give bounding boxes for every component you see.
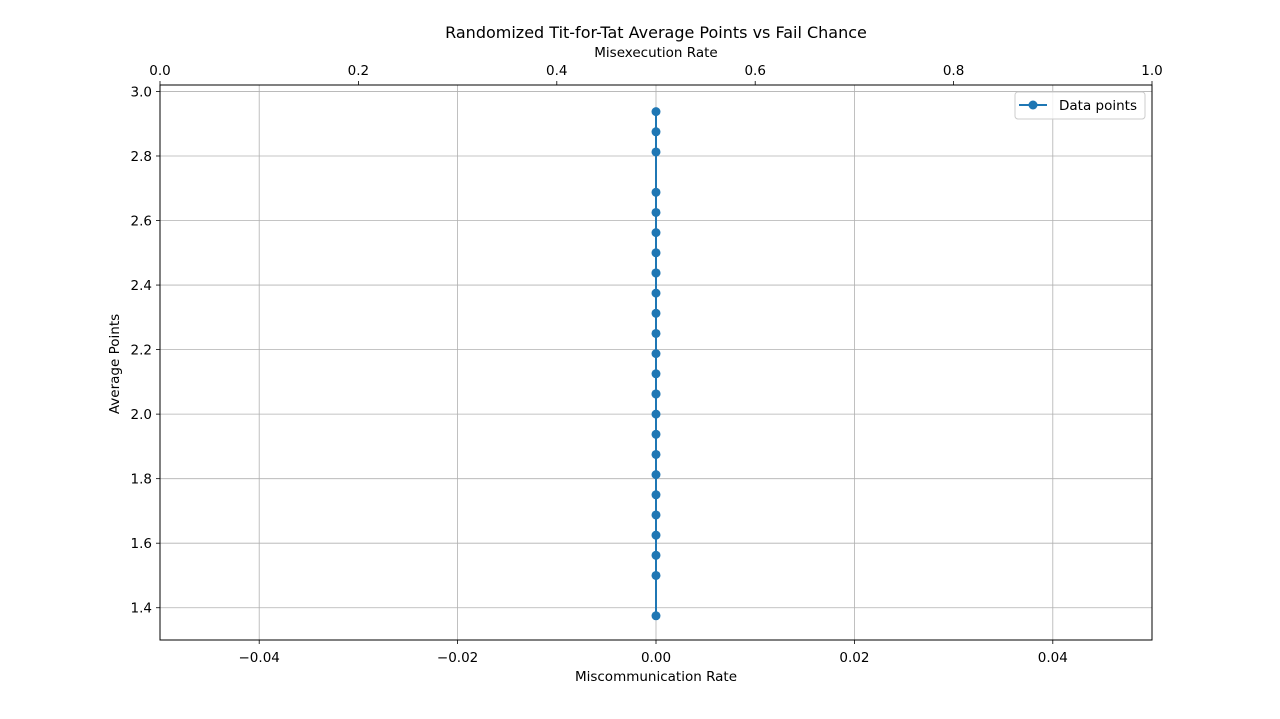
data-point	[651, 611, 661, 621]
data-point	[651, 369, 661, 379]
data-point	[651, 107, 661, 117]
series-layer	[651, 107, 661, 621]
data-point	[651, 228, 661, 238]
data-point	[651, 268, 661, 278]
data-point	[651, 510, 661, 520]
y-axis-label: Average Points	[107, 314, 123, 414]
data-point	[651, 308, 661, 318]
data-point	[651, 288, 661, 298]
y-tick-label: 2.4	[131, 278, 152, 294]
x-tick-label: −0.02	[437, 650, 478, 666]
data-point	[651, 328, 661, 338]
y-tick-label: 1.4	[131, 601, 152, 617]
data-point	[651, 490, 661, 500]
data-point	[651, 187, 661, 197]
legend-box	[1014, 91, 1146, 120]
x-tick-label: 0.00	[641, 650, 671, 666]
data-point	[651, 409, 661, 419]
legend-marker-swatch	[1028, 100, 1038, 110]
y-tick-label: 3.0	[131, 84, 152, 100]
x-axis-label: Miscommunication Rate	[575, 669, 737, 685]
data-point	[651, 207, 661, 217]
data-point	[651, 147, 661, 157]
data-point	[651, 127, 661, 137]
y-tick-label: 2.8	[131, 149, 152, 165]
y-tick-label: 1.8	[131, 472, 152, 488]
data-point	[651, 429, 661, 439]
top-x-axis-label: Misexecution Rate	[594, 45, 717, 61]
y-tick-label: 2.0	[131, 407, 152, 423]
data-point	[651, 550, 661, 560]
top-x-tick-label: 0.2	[348, 63, 369, 79]
top-x-tick-label: 1.0	[1141, 63, 1162, 79]
top-x-tick-label: 0.6	[744, 63, 765, 79]
x-tick-label: −0.04	[239, 650, 280, 666]
axis-ticks: −0.04 −0.02 0.00 0.02 0.04 0.0 0.2 0.4 0.6 0.8 1.0…	[131, 63, 1163, 666]
y-tick-label: 1.6	[131, 536, 152, 552]
data-point	[651, 449, 661, 459]
top-x-tick-label: 0.0	[149, 63, 170, 79]
y-tick-label: 2.2	[131, 343, 152, 359]
data-point	[651, 248, 661, 258]
top-x-tick-label: 0.8	[943, 63, 964, 79]
y-tick-label: 2.6	[131, 214, 152, 230]
data-point	[651, 470, 661, 480]
legend: Data points	[1014, 91, 1146, 120]
data-point	[651, 389, 661, 399]
x-tick-label: 0.02	[839, 650, 869, 666]
top-x-tick-label: 0.4	[546, 63, 567, 79]
data-point	[651, 570, 661, 580]
legend-label: Data points	[1059, 98, 1137, 114]
data-point	[651, 530, 661, 540]
data-point	[651, 349, 661, 359]
x-tick-label: 0.04	[1038, 650, 1068, 666]
chart-title: Randomized Tit-for-Tat Average Points vs…	[445, 23, 867, 42]
